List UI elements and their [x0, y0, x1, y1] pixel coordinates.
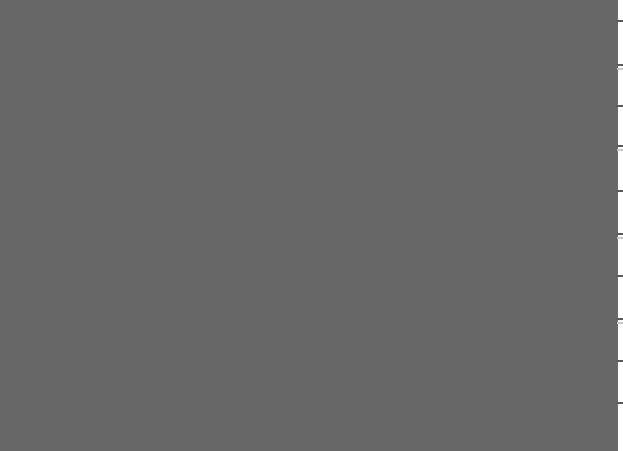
gutter-tick-7 — [617, 233, 623, 235]
gutter-tick-5 — [617, 149, 623, 151]
gutter-edge-divider — [617, 0, 618, 451]
gutter-tick-12 — [617, 360, 623, 362]
gutter-tick-13 — [617, 402, 623, 404]
gutter-tick-2 — [617, 68, 623, 70]
gutter-tick-4 — [617, 145, 623, 147]
gutter-tick-3 — [617, 105, 623, 107]
gutter-tick-0 — [617, 20, 623, 22]
gutter-tick-8 — [617, 237, 623, 239]
right-edge-gutter[interactable] — [617, 0, 623, 451]
gutter-tick-6 — [617, 190, 623, 192]
gutter-tick-1 — [617, 64, 623, 66]
gutter-tick-11 — [617, 322, 623, 324]
gutter-tick-9 — [617, 275, 623, 277]
gutter-tick-10 — [617, 318, 623, 320]
